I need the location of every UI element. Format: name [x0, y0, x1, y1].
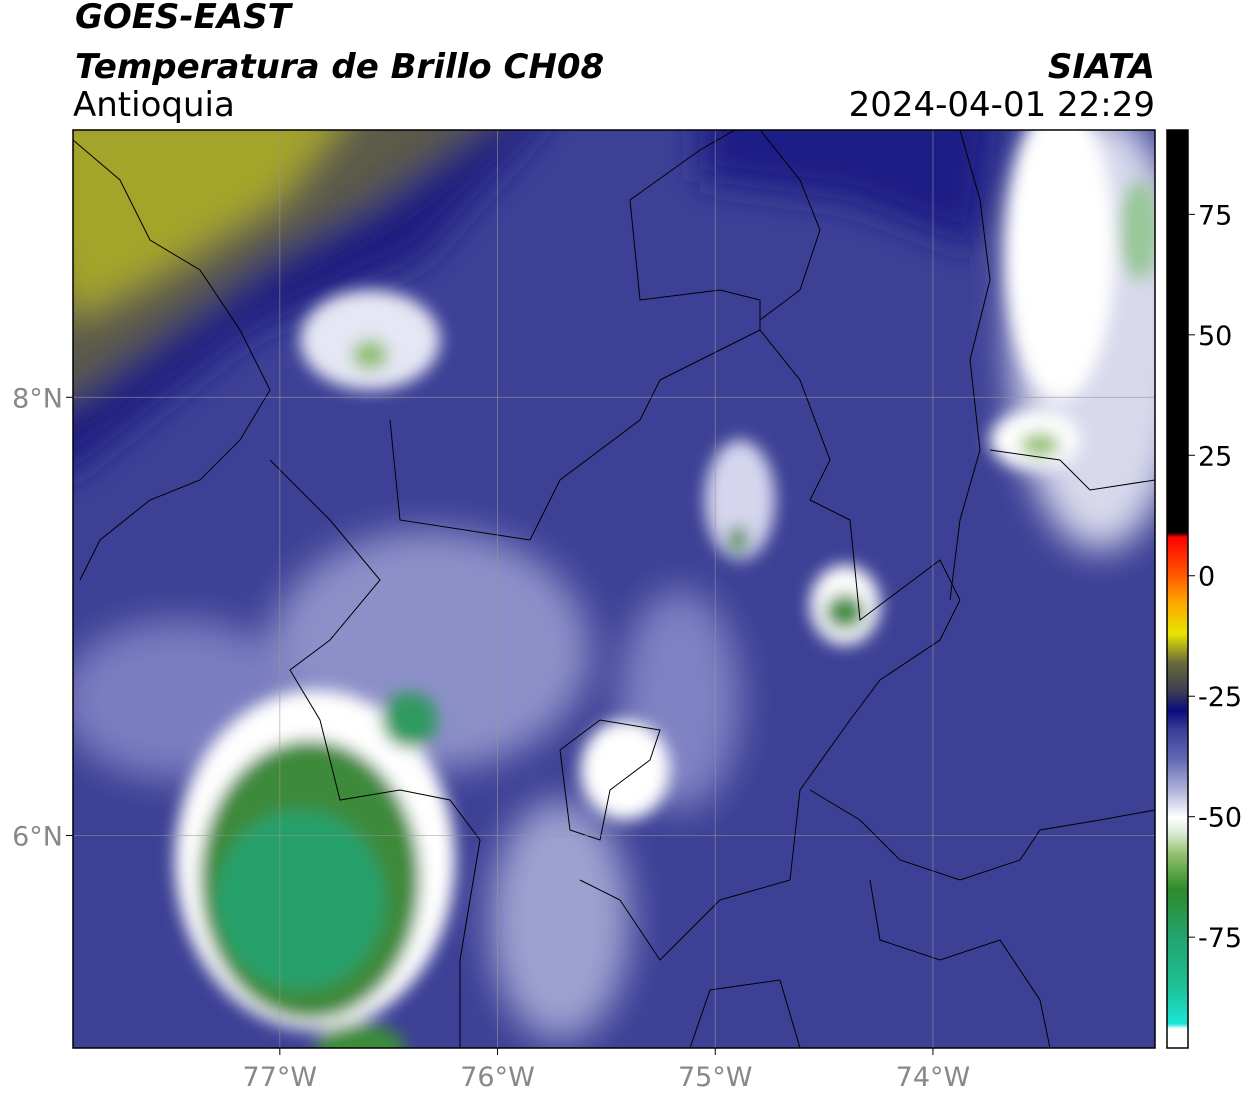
timestamp: 2024-04-01 22:29 — [849, 85, 1155, 125]
product-title: Temperatura de Brillo CH08 — [75, 47, 604, 87]
colorbar-tick-label: -25 — [1198, 682, 1242, 713]
colorbar-tick-label: 25 — [1198, 441, 1232, 472]
boundaries — [73, 130, 1155, 1048]
region-title: Antioquia — [73, 85, 235, 125]
colorbar — [1166, 129, 1189, 1049]
x-tick-label: 77°W — [243, 1062, 318, 1093]
agency: SIATA — [1048, 47, 1155, 87]
y-tick-label: 8°N — [12, 383, 63, 414]
satellite-image — [73, 130, 1155, 1048]
x-tick-label: 75°W — [678, 1062, 753, 1093]
x-tick-label: 76°W — [460, 1062, 535, 1093]
colorbar-tick-label: 75 — [1198, 200, 1232, 231]
satellite-title: GOES-EAST — [75, 0, 294, 37]
map-frame — [72, 129, 1156, 1049]
x-tick-label: 74°W — [896, 1062, 971, 1093]
colorbar-tick-label: 50 — [1198, 321, 1232, 352]
colorbar-tick-label: 0 — [1198, 562, 1215, 593]
colorbar-tick-label: -50 — [1198, 803, 1242, 834]
grid — [73, 130, 1155, 1048]
y-tick-label: 6°N — [12, 821, 63, 852]
colorbar-tick-label: -75 — [1198, 923, 1242, 954]
